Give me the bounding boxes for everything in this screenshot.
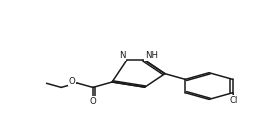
Text: O: O [68,77,75,86]
Text: NH: NH [145,51,158,60]
Text: N: N [120,51,126,60]
Text: O: O [90,97,96,106]
Text: Cl: Cl [230,96,238,105]
